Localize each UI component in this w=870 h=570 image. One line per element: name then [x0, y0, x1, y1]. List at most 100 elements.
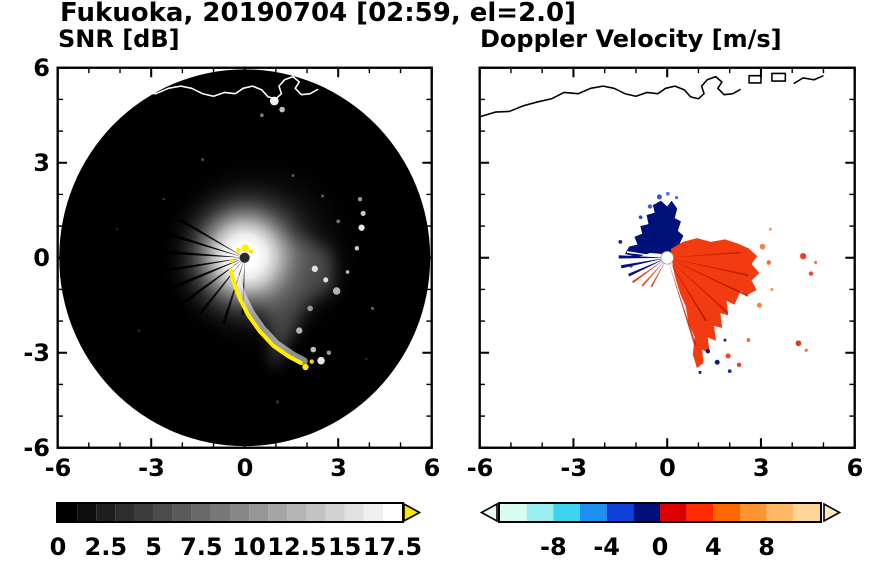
colorbar-cell — [306, 504, 326, 521]
colorbar-cell — [633, 504, 660, 521]
vel-colorbar — [498, 502, 822, 523]
vel-panel-title: Doppler Velocity [m/s] — [480, 25, 782, 53]
colorbar-cell — [382, 504, 402, 521]
radial-wedge — [163, 258, 245, 294]
speckle — [770, 288, 774, 292]
speckle — [795, 340, 802, 347]
radial-wedge — [619, 258, 668, 273]
speckle — [276, 400, 280, 404]
figure-title: Fukuoka, 20190704 [02:59, el=2.0] — [60, 0, 577, 28]
radial-wedge — [632, 258, 668, 284]
speckle — [307, 305, 314, 312]
colorbar-cell — [210, 504, 230, 521]
colorbar-cell — [115, 504, 135, 521]
tick-label: 3 — [752, 454, 770, 482]
colorbar-cell — [363, 504, 383, 521]
speckle — [675, 196, 679, 200]
colorbar-cell — [325, 504, 345, 521]
radial-wedge — [667, 252, 741, 258]
snr-colorbar-tick-labels: 0 2.5 5 7.5 10 12.5 15 17.5 — [50, 533, 422, 563]
speckle — [260, 113, 265, 118]
radial-wedge — [650, 258, 668, 288]
colorbar-cell — [766, 504, 794, 521]
colorbar-cell — [344, 504, 364, 521]
tick-label: 6 — [423, 454, 441, 482]
radial-wedge — [628, 258, 668, 277]
tick-label: -4 — [593, 533, 620, 561]
speckle — [666, 192, 670, 196]
radial-wedge — [667, 258, 729, 314]
radial-wedge — [179, 218, 245, 258]
radar-center-dot — [240, 252, 250, 264]
radial-wedge — [667, 258, 697, 346]
speckle — [358, 224, 365, 232]
sea-clutter-arc — [228, 268, 304, 366]
tick-label: 2.5 — [84, 533, 128, 561]
speckle — [358, 197, 363, 202]
tick-label: 0 — [33, 244, 50, 272]
colorbar-cell — [230, 504, 250, 521]
speckle — [639, 215, 643, 220]
speckle — [766, 260, 772, 265]
speckle — [312, 265, 319, 273]
speckle — [360, 211, 366, 217]
speckle — [323, 277, 329, 283]
radial-wedge — [667, 258, 749, 277]
tick-label: 3 — [33, 149, 50, 177]
vel-colorbar-tick-labels: -8 -4 0 4 8 — [500, 533, 820, 563]
colorbar-cell — [660, 504, 687, 521]
speckle — [291, 174, 295, 178]
radar-site-dot — [660, 251, 675, 265]
speckle — [365, 358, 368, 361]
vel-colorbar-cells — [500, 504, 820, 521]
tick-label: 6 — [33, 54, 50, 82]
speckle — [137, 329, 141, 333]
outbound-dark-streaks — [667, 252, 749, 346]
sea-clutter-ridge — [229, 264, 308, 366]
colorbar-cell — [793, 504, 820, 521]
speckle — [302, 364, 309, 371]
speckle — [296, 327, 303, 334]
snr-x-axis-tick-labels: -6 -3 0 3 6 — [45, 454, 441, 484]
colorbar-cell — [249, 504, 269, 521]
tick-label: -6 — [44, 454, 72, 482]
speckle — [618, 240, 623, 245]
speckle — [723, 338, 727, 342]
inbound-west-streaks — [619, 255, 668, 277]
snr-colorbar-over-arrow — [403, 502, 421, 523]
radial-wedge — [667, 258, 749, 298]
tick-label: 5 — [145, 533, 162, 561]
radial-wedge — [621, 258, 668, 269]
coastline — [479, 72, 825, 118]
tick-label: -3 — [23, 339, 50, 367]
speckle — [725, 353, 731, 359]
colorbar-cell — [287, 504, 307, 521]
tick-label: 0 — [49, 533, 67, 561]
speckle — [241, 244, 250, 253]
speckle — [809, 271, 814, 277]
inbound-velocity-region — [625, 201, 685, 258]
colorbar-cell — [606, 504, 634, 521]
colorbar-cell — [500, 504, 527, 521]
speckle — [249, 249, 254, 254]
colorbar-cell — [713, 504, 740, 521]
radial-wedge — [178, 258, 245, 308]
radial-wedge — [158, 229, 245, 258]
speckle — [162, 198, 166, 201]
speckle — [229, 258, 235, 264]
speckle — [321, 194, 325, 198]
colorbar-cell — [77, 504, 97, 521]
speckle — [698, 371, 702, 375]
tick-label: 4 — [704, 533, 722, 561]
outbound-sw-streaks — [632, 258, 668, 288]
snr-colorbar-cells — [58, 504, 402, 521]
colorbar-cell — [686, 504, 714, 521]
tick-label: 0 — [659, 454, 676, 482]
radial-wedge — [667, 258, 708, 322]
speckle — [371, 307, 375, 311]
speckle — [804, 348, 809, 353]
colorbar-cell — [134, 504, 154, 521]
snr-plot-border — [56, 66, 434, 450]
colorbar-cell — [58, 504, 78, 521]
colorbar-cell — [172, 504, 192, 521]
